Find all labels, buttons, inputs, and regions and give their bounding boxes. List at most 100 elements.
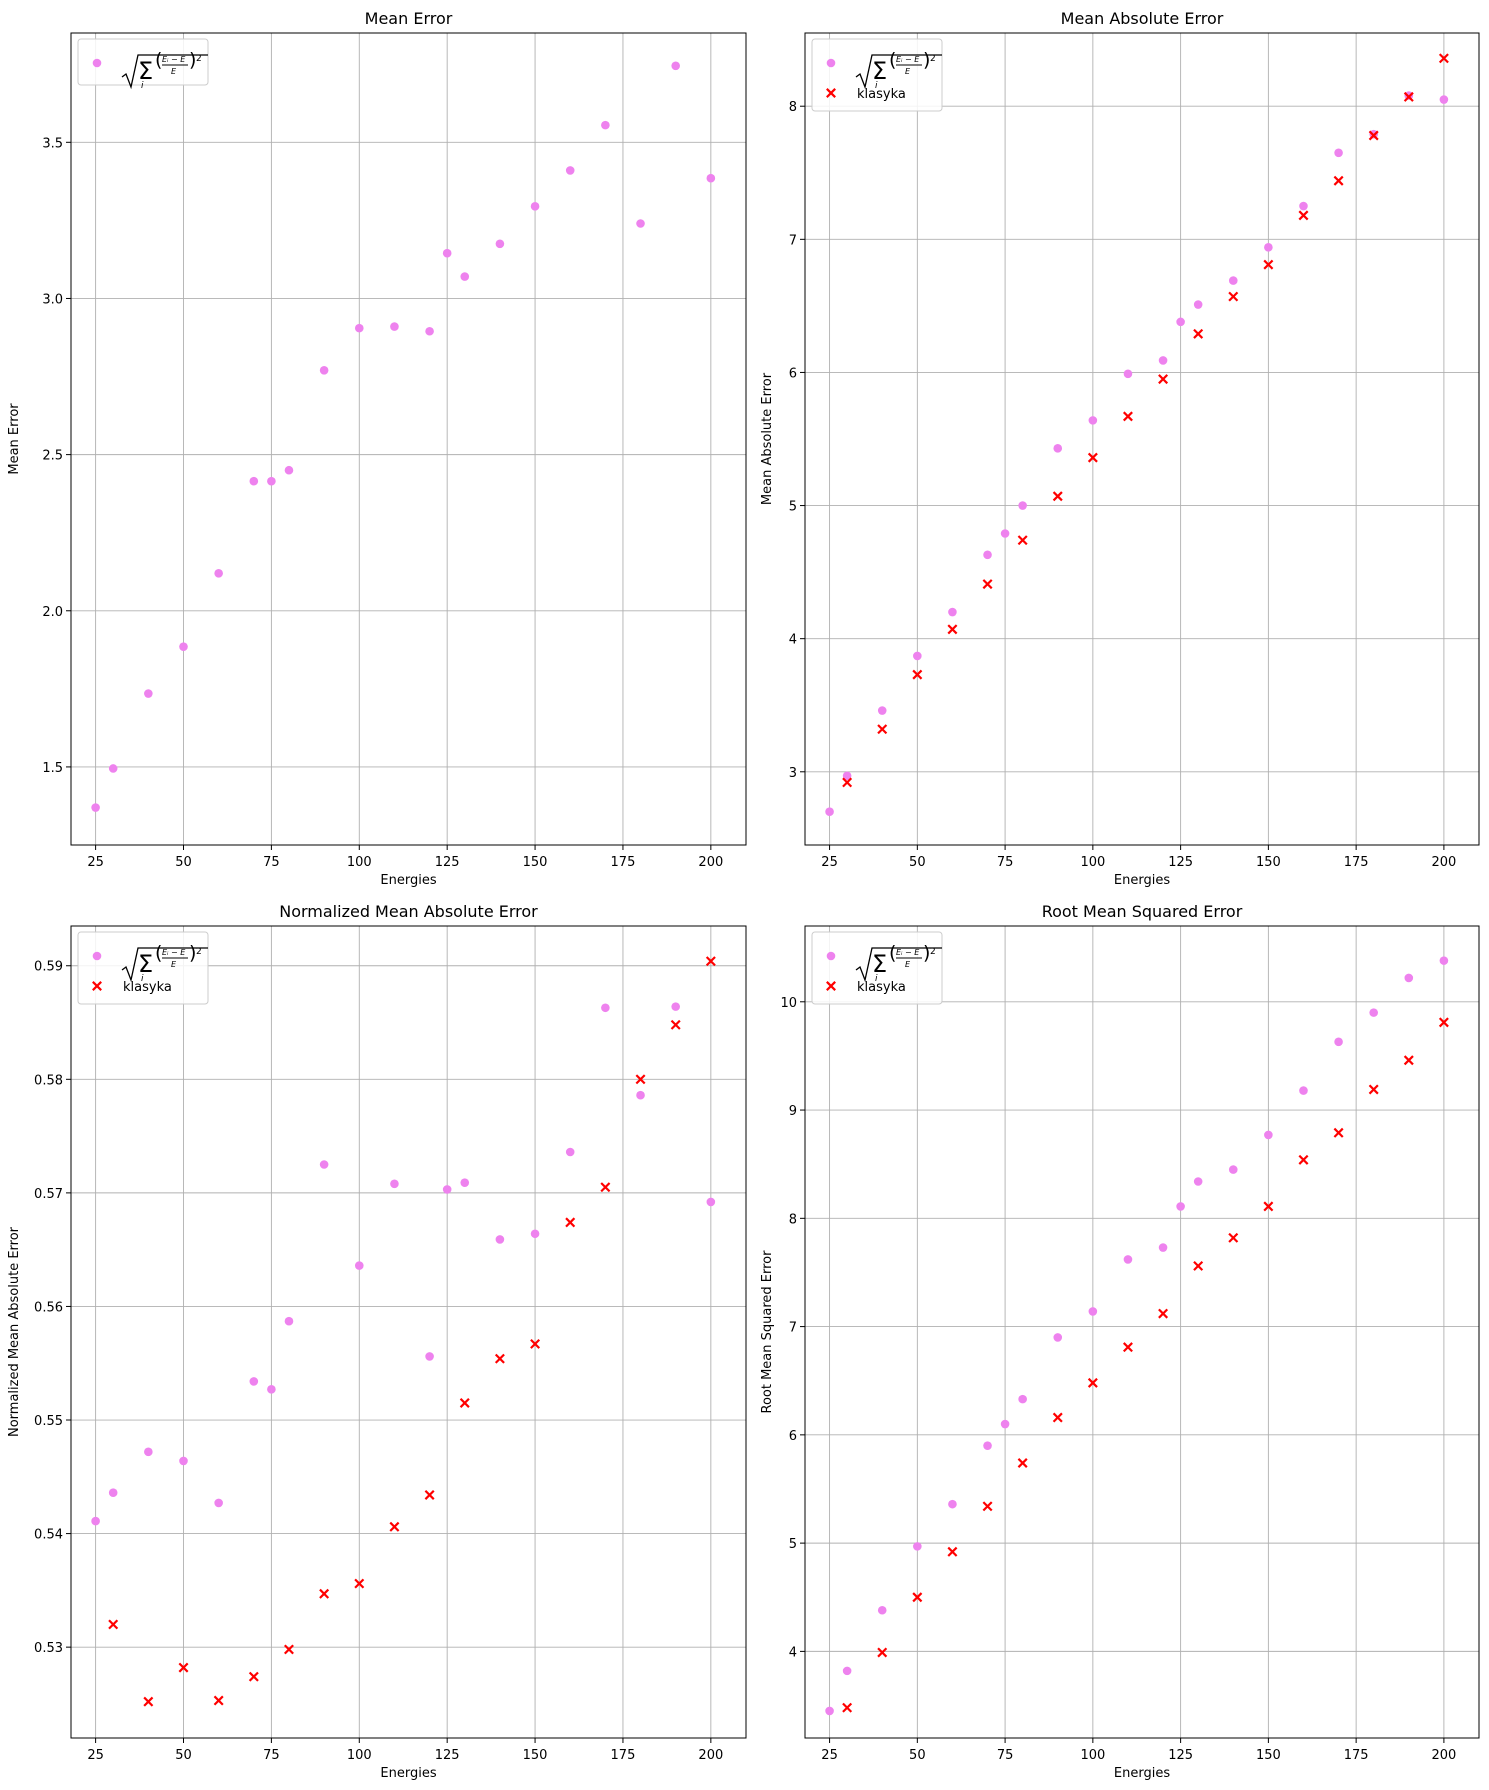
data-point-x	[1122, 411, 1133, 422]
x-tick-label: 125	[1168, 1748, 1193, 1763]
formula-open-paren: (	[155, 49, 162, 71]
data-point-x	[459, 1398, 470, 1408]
data-point-x	[319, 1588, 330, 1599]
data-point-circle	[1299, 201, 1308, 211]
chart-title: Root Mean Squared Error	[1042, 902, 1243, 921]
data-point-circle	[671, 61, 680, 71]
y-tick-label: 5	[789, 500, 797, 515]
series-formula	[825, 956, 1449, 1716]
data-point-x	[1017, 535, 1028, 546]
series-formula	[91, 1002, 716, 1526]
data-point-circle	[319, 365, 329, 375]
data-point-x	[1052, 491, 1063, 502]
data-point-circle	[1193, 300, 1203, 309]
data-point-circle	[1334, 1037, 1343, 1047]
formula-exponent: 2	[930, 54, 936, 64]
y-tick-label: 3.0	[42, 292, 63, 307]
data-point-circle	[1334, 148, 1343, 158]
data-point-x	[1158, 1308, 1169, 1319]
y-tick-label: 10	[780, 996, 797, 1011]
formula-close-paren: )	[923, 942, 930, 964]
x-axis-label: Energies	[380, 1766, 436, 1781]
legend-marker-x	[92, 981, 102, 991]
data-point-circle	[1439, 956, 1449, 965]
data-point-x	[1333, 175, 1344, 186]
data-point-circle	[390, 322, 399, 331]
x-tick-label: 150	[523, 855, 548, 870]
chart-panel-2: 25 50 75 100 125 150 175 200 3 4 5 6 7 8 Mean Absolute…	[760, 9, 1480, 888]
data-point-x	[213, 1695, 224, 1706]
data-point-circle	[565, 166, 575, 175]
formula-numerator: Eᵢ − E	[896, 55, 920, 64]
data-point-circle	[706, 173, 716, 183]
y-tick-label: 0.56	[34, 1300, 63, 1315]
data-point-circle	[1123, 1255, 1133, 1264]
data-point-x	[912, 1592, 923, 1603]
data-point-circle	[1176, 1202, 1185, 1211]
legend: Σi (Eᵢ − E E) 2	[77, 38, 209, 91]
y-axis-label: Normalized Mean Absolute Error	[7, 1226, 22, 1437]
x-axis-label: Energies	[1114, 873, 1170, 888]
series-klasyka	[108, 956, 716, 1707]
formula-sigma: Σ	[138, 950, 153, 978]
legend-label-klasyka: klasyka	[857, 980, 906, 995]
x-tick-label: 75	[263, 855, 280, 870]
formula-radical	[121, 947, 208, 983]
legend-frame	[811, 931, 943, 1005]
data-point-circle	[842, 771, 852, 781]
data-point-x	[912, 669, 923, 680]
data-point-x	[1228, 1232, 1239, 1243]
data-point-x	[494, 1353, 505, 1364]
axes-frame	[70, 32, 747, 846]
data-point-x	[670, 1019, 681, 1030]
data-point-circle	[1228, 1165, 1238, 1174]
x-axis-label: Energies	[380, 873, 436, 888]
x-tick-label: 75	[997, 1748, 1014, 1763]
data-point-circle	[1264, 1130, 1273, 1140]
y-tick-label: 0.59	[34, 960, 63, 975]
data-point-x	[1193, 1260, 1204, 1271]
data-point-x	[877, 1647, 888, 1658]
data-point-circle	[249, 476, 259, 486]
formula-exponent: 2	[196, 947, 202, 957]
legend-frame	[77, 38, 209, 86]
y-tick-label: 4	[789, 1645, 797, 1660]
data-point-x	[1052, 1412, 1063, 1423]
data-point-circle	[1439, 95, 1449, 104]
x-tick-label: 100	[347, 855, 372, 870]
formula-exponent: 2	[930, 947, 936, 957]
formula-denominator: E	[171, 960, 177, 969]
data-point-circle	[706, 1197, 716, 1207]
data-point-circle	[1053, 1333, 1063, 1342]
data-point-circle	[1088, 1307, 1098, 1316]
y-tick-label: 7	[789, 233, 797, 248]
chart-panel-3: 25 50 75 100 125 150 175 200 0.53 0.54 0.55 0.56 0.5…	[7, 902, 747, 1781]
legend-formula: Σi (Eᵢ − E E) 2	[855, 49, 942, 91]
x-tick-label: 200	[1431, 1748, 1456, 1763]
data-point-circle	[460, 272, 470, 281]
x-tick-label: 150	[523, 1748, 548, 1763]
data-point-circle	[636, 1090, 645, 1100]
data-point-circle	[214, 1498, 223, 1508]
data-point-circle	[1264, 243, 1273, 252]
y-tick-label: 0.57	[34, 1187, 63, 1202]
formula-radical	[855, 947, 942, 983]
data-point-x	[424, 1489, 435, 1500]
data-point-circle	[877, 1605, 887, 1615]
legend-marker-circle	[826, 951, 836, 961]
data-point-circle	[1018, 501, 1027, 510]
x-tick-label: 200	[1431, 855, 1456, 870]
y-tick-label: 2.5	[42, 449, 63, 464]
data-point-x	[108, 1619, 119, 1630]
formula-open-paren: (	[155, 942, 162, 964]
data-point-x	[1193, 328, 1204, 339]
legend-marker-circle	[92, 58, 102, 68]
data-point-circle	[214, 568, 223, 578]
legend-marker-x	[826, 981, 836, 991]
y-tick-label: 6	[789, 1429, 797, 1444]
x-tick-label: 125	[1168, 855, 1193, 870]
y-tick-label: 8	[789, 1212, 797, 1227]
y-tick-label: 0.54	[34, 1528, 63, 1543]
data-point-circle	[460, 1178, 470, 1187]
data-point-circle	[144, 1447, 153, 1457]
